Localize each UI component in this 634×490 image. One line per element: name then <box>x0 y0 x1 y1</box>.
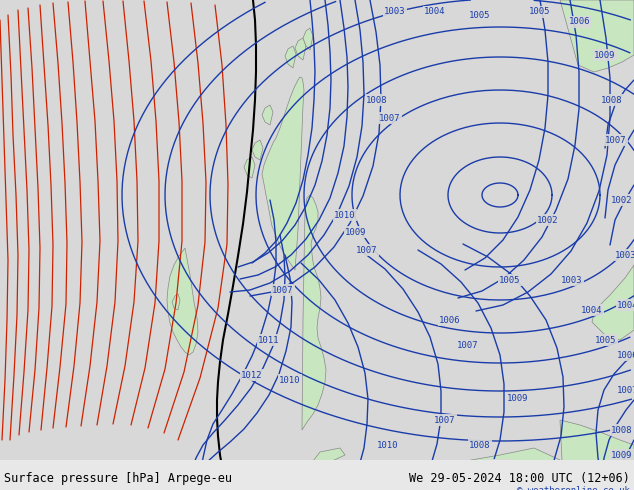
Text: Surface pressure [hPa] Arpege-eu: Surface pressure [hPa] Arpege-eu <box>4 472 232 485</box>
Polygon shape <box>310 448 560 490</box>
Text: 1004: 1004 <box>618 300 634 310</box>
Text: 1006: 1006 <box>439 316 461 324</box>
Text: 1009: 1009 <box>594 50 616 59</box>
Polygon shape <box>167 248 198 355</box>
Text: 1008: 1008 <box>469 441 491 449</box>
Polygon shape <box>295 38 306 60</box>
Text: 1007: 1007 <box>618 386 634 394</box>
Polygon shape <box>285 46 296 68</box>
Polygon shape <box>560 420 634 490</box>
Text: 1005: 1005 <box>595 336 617 344</box>
Text: 1008: 1008 <box>601 96 623 104</box>
Polygon shape <box>310 448 345 465</box>
Text: 1007: 1007 <box>272 286 294 294</box>
Text: 1009: 1009 <box>507 393 529 402</box>
Text: 1003: 1003 <box>384 7 406 17</box>
Text: 1010: 1010 <box>489 461 511 469</box>
Text: 1009: 1009 <box>611 450 633 460</box>
Text: 1007: 1007 <box>605 136 627 145</box>
Text: 1006: 1006 <box>618 350 634 360</box>
Text: 1011: 1011 <box>258 336 280 344</box>
Text: 1008: 1008 <box>366 96 388 104</box>
Polygon shape <box>172 294 180 310</box>
Text: 1010: 1010 <box>377 441 399 449</box>
Polygon shape <box>244 157 255 178</box>
Text: 1002: 1002 <box>537 216 559 224</box>
Polygon shape <box>302 195 326 430</box>
Text: 1010: 1010 <box>314 475 336 485</box>
Polygon shape <box>262 105 273 125</box>
Text: 1003: 1003 <box>615 250 634 260</box>
Polygon shape <box>592 265 634 340</box>
Text: 1004: 1004 <box>424 7 446 17</box>
Text: 1007: 1007 <box>434 416 456 424</box>
Bar <box>0 460 634 490</box>
Text: 1005: 1005 <box>499 275 521 285</box>
Text: 1004: 1004 <box>581 305 603 315</box>
Text: 1010: 1010 <box>334 211 356 220</box>
Text: We 29-05-2024 18:00 UTC (12+06): We 29-05-2024 18:00 UTC (12+06) <box>409 472 630 485</box>
Text: 1008: 1008 <box>611 425 633 435</box>
Text: 1005: 1005 <box>529 7 551 17</box>
Text: 1005: 1005 <box>469 10 491 20</box>
Polygon shape <box>262 77 304 270</box>
Text: © weatheronline.co.uk: © weatheronline.co.uk <box>517 486 630 490</box>
Text: 1007: 1007 <box>379 114 401 122</box>
Polygon shape <box>560 0 634 72</box>
Text: 1010: 1010 <box>279 375 301 385</box>
Text: 1009: 1009 <box>346 227 366 237</box>
Text: 1002: 1002 <box>611 196 633 204</box>
Text: 1006: 1006 <box>569 18 591 26</box>
Polygon shape <box>252 140 263 160</box>
Text: 1007: 1007 <box>356 245 378 254</box>
Text: 1003: 1003 <box>561 275 583 285</box>
Polygon shape <box>303 28 313 50</box>
Text: 1007: 1007 <box>457 341 479 349</box>
Text: 1012: 1012 <box>242 370 262 379</box>
